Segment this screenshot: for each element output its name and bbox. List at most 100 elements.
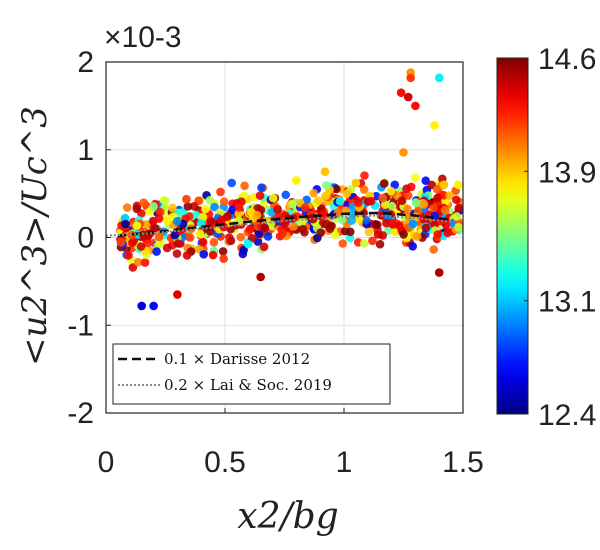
scatter-point — [386, 186, 396, 196]
scatter-point — [412, 232, 422, 241]
colorbar-tick-label: 14.6 — [538, 43, 596, 76]
scatter-point — [399, 230, 408, 239]
scatter-point — [128, 238, 137, 248]
y-tick-label: -2 — [67, 397, 94, 430]
x-tick-label: 0.5 — [204, 446, 246, 479]
scatter-point — [136, 242, 146, 251]
scatter-point — [440, 205, 450, 215]
scatter-point — [216, 215, 226, 225]
legend-box — [112, 343, 391, 405]
scatter-point — [149, 202, 158, 211]
scatter-point — [454, 222, 463, 232]
scatter-point — [433, 193, 442, 203]
scatter-point — [227, 178, 237, 188]
scatter-point — [149, 301, 158, 311]
scatter-point — [216, 187, 225, 197]
scatter-point — [297, 217, 307, 227]
colorbar-tick-label: 12.4 — [538, 399, 596, 432]
scatter-point — [260, 223, 270, 233]
scatter-point — [402, 184, 411, 194]
scatter-point — [182, 251, 192, 260]
scatter-point — [172, 217, 182, 226]
scatter-point — [252, 210, 262, 220]
scatter-point — [154, 232, 164, 242]
scatter-point — [170, 230, 180, 240]
scatter-point — [453, 180, 463, 190]
scatter-point — [281, 190, 291, 200]
scatter-point — [434, 268, 444, 277]
scatter-point — [360, 171, 369, 180]
scatter-point — [141, 220, 151, 229]
scatter-point — [245, 225, 255, 234]
scatter-point — [195, 229, 205, 238]
scatter-point — [351, 178, 361, 188]
scatter-point — [452, 212, 462, 221]
scatter-point — [429, 245, 439, 254]
scatter-point — [205, 195, 215, 205]
scatter-point — [139, 198, 149, 208]
scatter-point — [185, 233, 195, 242]
scatter-point — [162, 216, 172, 226]
scatter-point — [228, 199, 237, 208]
scatter-point — [454, 203, 463, 213]
scatter-point — [234, 203, 244, 212]
scatter-point — [391, 227, 400, 237]
scatter-point — [325, 224, 335, 233]
scatter-point — [182, 194, 191, 204]
scatter-point — [332, 184, 341, 194]
scatter-point — [256, 272, 266, 282]
scatter-point — [410, 173, 420, 182]
scatter-point — [226, 236, 236, 246]
scatter-point — [218, 247, 228, 256]
scatter-point — [219, 254, 228, 264]
scatter-point — [228, 205, 237, 215]
scatter-point — [381, 200, 390, 209]
scatter-point — [209, 238, 219, 247]
scatter-point — [236, 232, 246, 242]
scatter-point — [445, 191, 455, 200]
x-tick-label: 0 — [98, 446, 115, 479]
scatter-point — [430, 120, 439, 130]
scatter-point — [132, 204, 142, 214]
scatter-point — [397, 196, 407, 205]
colorbar-tick-label: 13.1 — [538, 286, 596, 319]
scatter-point — [403, 191, 413, 201]
scatter-point — [298, 224, 308, 234]
darisse-line — [117, 211, 452, 237]
scatter-point — [140, 258, 150, 267]
scatter-point — [199, 250, 209, 259]
scatter-point — [429, 203, 438, 213]
scatter-point — [273, 205, 282, 214]
scatter-point — [321, 181, 331, 190]
scatter-point — [243, 239, 253, 249]
colorbar-tick-label: 13.9 — [538, 156, 596, 189]
scatter-point — [208, 250, 218, 260]
scatter-point — [201, 204, 210, 214]
scatter-point — [387, 201, 397, 211]
y-tick-label: 1 — [77, 134, 94, 167]
scatter-point — [219, 197, 229, 207]
scatter-point — [411, 198, 421, 208]
scatter-point — [439, 180, 449, 190]
scatter-point — [172, 249, 182, 258]
scatter-point — [116, 238, 126, 247]
scatter-point — [210, 202, 219, 212]
scatter-point — [408, 241, 418, 251]
x-axis-label: x2/bg — [237, 496, 338, 537]
scatter-point — [124, 251, 133, 260]
legend: 0.1 × Darisse 2012 0.2 × Lai & Soc. 2019 — [112, 343, 391, 405]
scatter-point — [353, 198, 363, 208]
scatter-point — [183, 202, 193, 211]
scatter-point — [375, 239, 385, 249]
scatter-point — [278, 229, 287, 238]
scatter-point — [403, 92, 413, 102]
scatter-point — [173, 239, 183, 248]
scatter-point — [289, 222, 298, 231]
scatter-point — [162, 243, 172, 253]
scatter-point — [347, 216, 357, 225]
scatter-point — [263, 232, 273, 241]
scatter-point — [154, 214, 164, 223]
scatter-point — [132, 221, 142, 231]
scatter-point — [322, 191, 331, 200]
scatter-point — [122, 203, 132, 212]
